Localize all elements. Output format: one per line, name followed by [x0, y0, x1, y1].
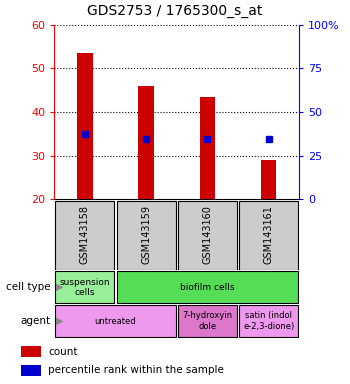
Bar	[21, 365, 41, 376]
Bar	[239, 201, 298, 270]
Text: GSM143161: GSM143161	[264, 205, 274, 264]
Bar	[261, 160, 276, 199]
Bar	[239, 305, 298, 337]
Text: 7-hydroxyin
dole: 7-hydroxyin dole	[182, 311, 232, 331]
Text: GSM143160: GSM143160	[202, 205, 212, 264]
Text: GSM143158: GSM143158	[80, 205, 90, 264]
Text: untreated: untreated	[95, 316, 136, 326]
Bar	[55, 271, 114, 303]
Bar	[55, 201, 114, 270]
Text: cell type: cell type	[6, 282, 51, 292]
Bar	[139, 86, 154, 199]
Text: ▶: ▶	[56, 282, 63, 292]
Text: percentile rank within the sample: percentile rank within the sample	[48, 365, 224, 375]
Bar	[117, 271, 298, 303]
Text: biofilm cells: biofilm cells	[180, 283, 234, 292]
Text: suspension
cells: suspension cells	[60, 278, 110, 297]
Bar	[21, 346, 41, 357]
Text: satin (indol
e-2,3-dione): satin (indol e-2,3-dione)	[243, 311, 294, 331]
Bar	[178, 201, 237, 270]
Text: count: count	[48, 347, 78, 357]
Text: GSM143159: GSM143159	[141, 205, 151, 264]
Text: ▶: ▶	[56, 316, 63, 326]
Bar	[178, 305, 237, 337]
Text: agent: agent	[21, 316, 51, 326]
Bar	[200, 97, 215, 199]
Bar	[55, 305, 176, 337]
Bar	[117, 201, 175, 270]
Text: GDS2753 / 1765300_s_at: GDS2753 / 1765300_s_at	[87, 4, 263, 18]
Bar	[77, 53, 92, 199]
